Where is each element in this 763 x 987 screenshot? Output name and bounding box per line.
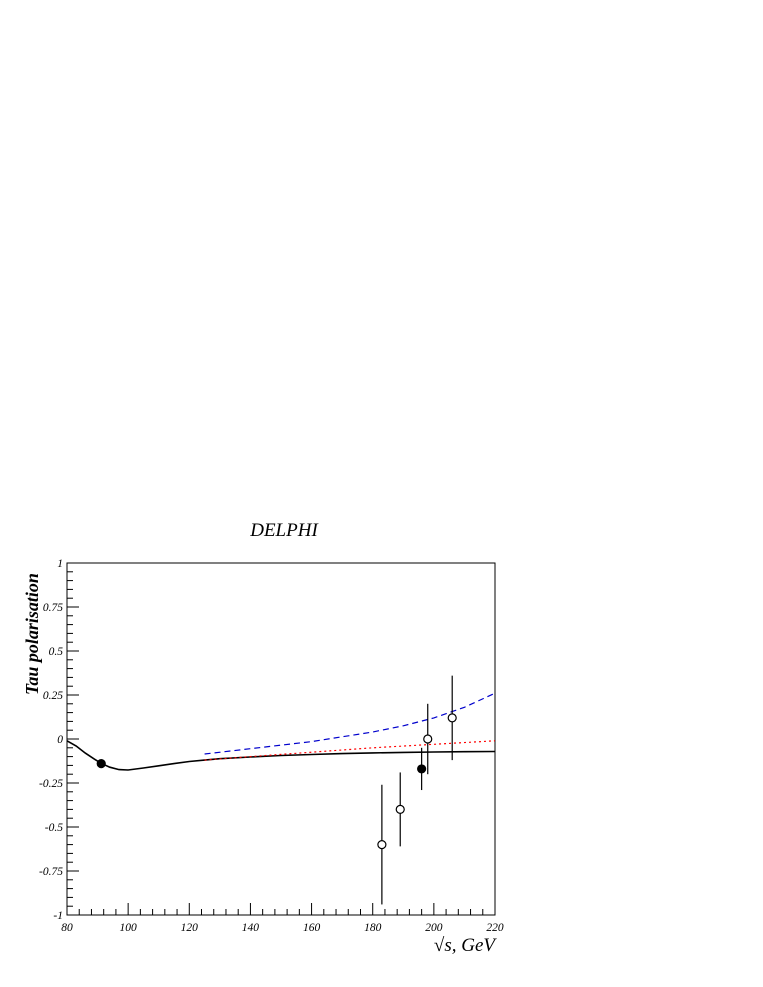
y-tick-label: -0.25 bbox=[39, 778, 63, 790]
data-point-open bbox=[423, 734, 433, 744]
y-tick-label: 1 bbox=[57, 558, 63, 570]
y-tick-label: 0.25 bbox=[43, 690, 63, 702]
y-tick-label: -0.75 bbox=[39, 866, 63, 878]
data-point-open bbox=[377, 839, 387, 850]
x-axis-label: √s, GeV bbox=[434, 935, 497, 956]
curve-dotted bbox=[204, 740, 496, 761]
x-tick-label: 220 bbox=[486, 922, 504, 934]
y-tick-label: 0.5 bbox=[49, 646, 64, 658]
x-tick-label: 160 bbox=[303, 922, 321, 934]
data-point-open bbox=[395, 804, 405, 815]
y-tick-label: 0 bbox=[57, 734, 63, 746]
curve-dashed bbox=[204, 692, 496, 755]
curve-solid bbox=[66, 740, 496, 771]
y-tick-label: -0.5 bbox=[45, 822, 63, 834]
y-tick-label: -1 bbox=[53, 910, 63, 922]
x-tick-label: 120 bbox=[181, 922, 199, 934]
x-tick-label: 80 bbox=[61, 922, 73, 934]
y-tick-label: 0.75 bbox=[43, 602, 63, 614]
x-tick-label: 100 bbox=[120, 922, 138, 934]
data-point-filled bbox=[417, 764, 427, 774]
x-tick-label: 180 bbox=[364, 922, 382, 934]
chart-title: DELPHI bbox=[249, 520, 319, 541]
y-axis-label: Tau polarisation bbox=[22, 573, 42, 695]
data-point-open bbox=[447, 713, 457, 723]
x-tick-label: 140 bbox=[242, 922, 260, 934]
plot-area: 1 0.75 0.5 0.25 0 -0.25 -0.5 -0.75 -180 100 120 140… bbox=[39, 558, 504, 934]
data-point-filled bbox=[96, 759, 106, 769]
x-tick-label: 200 bbox=[425, 922, 443, 934]
